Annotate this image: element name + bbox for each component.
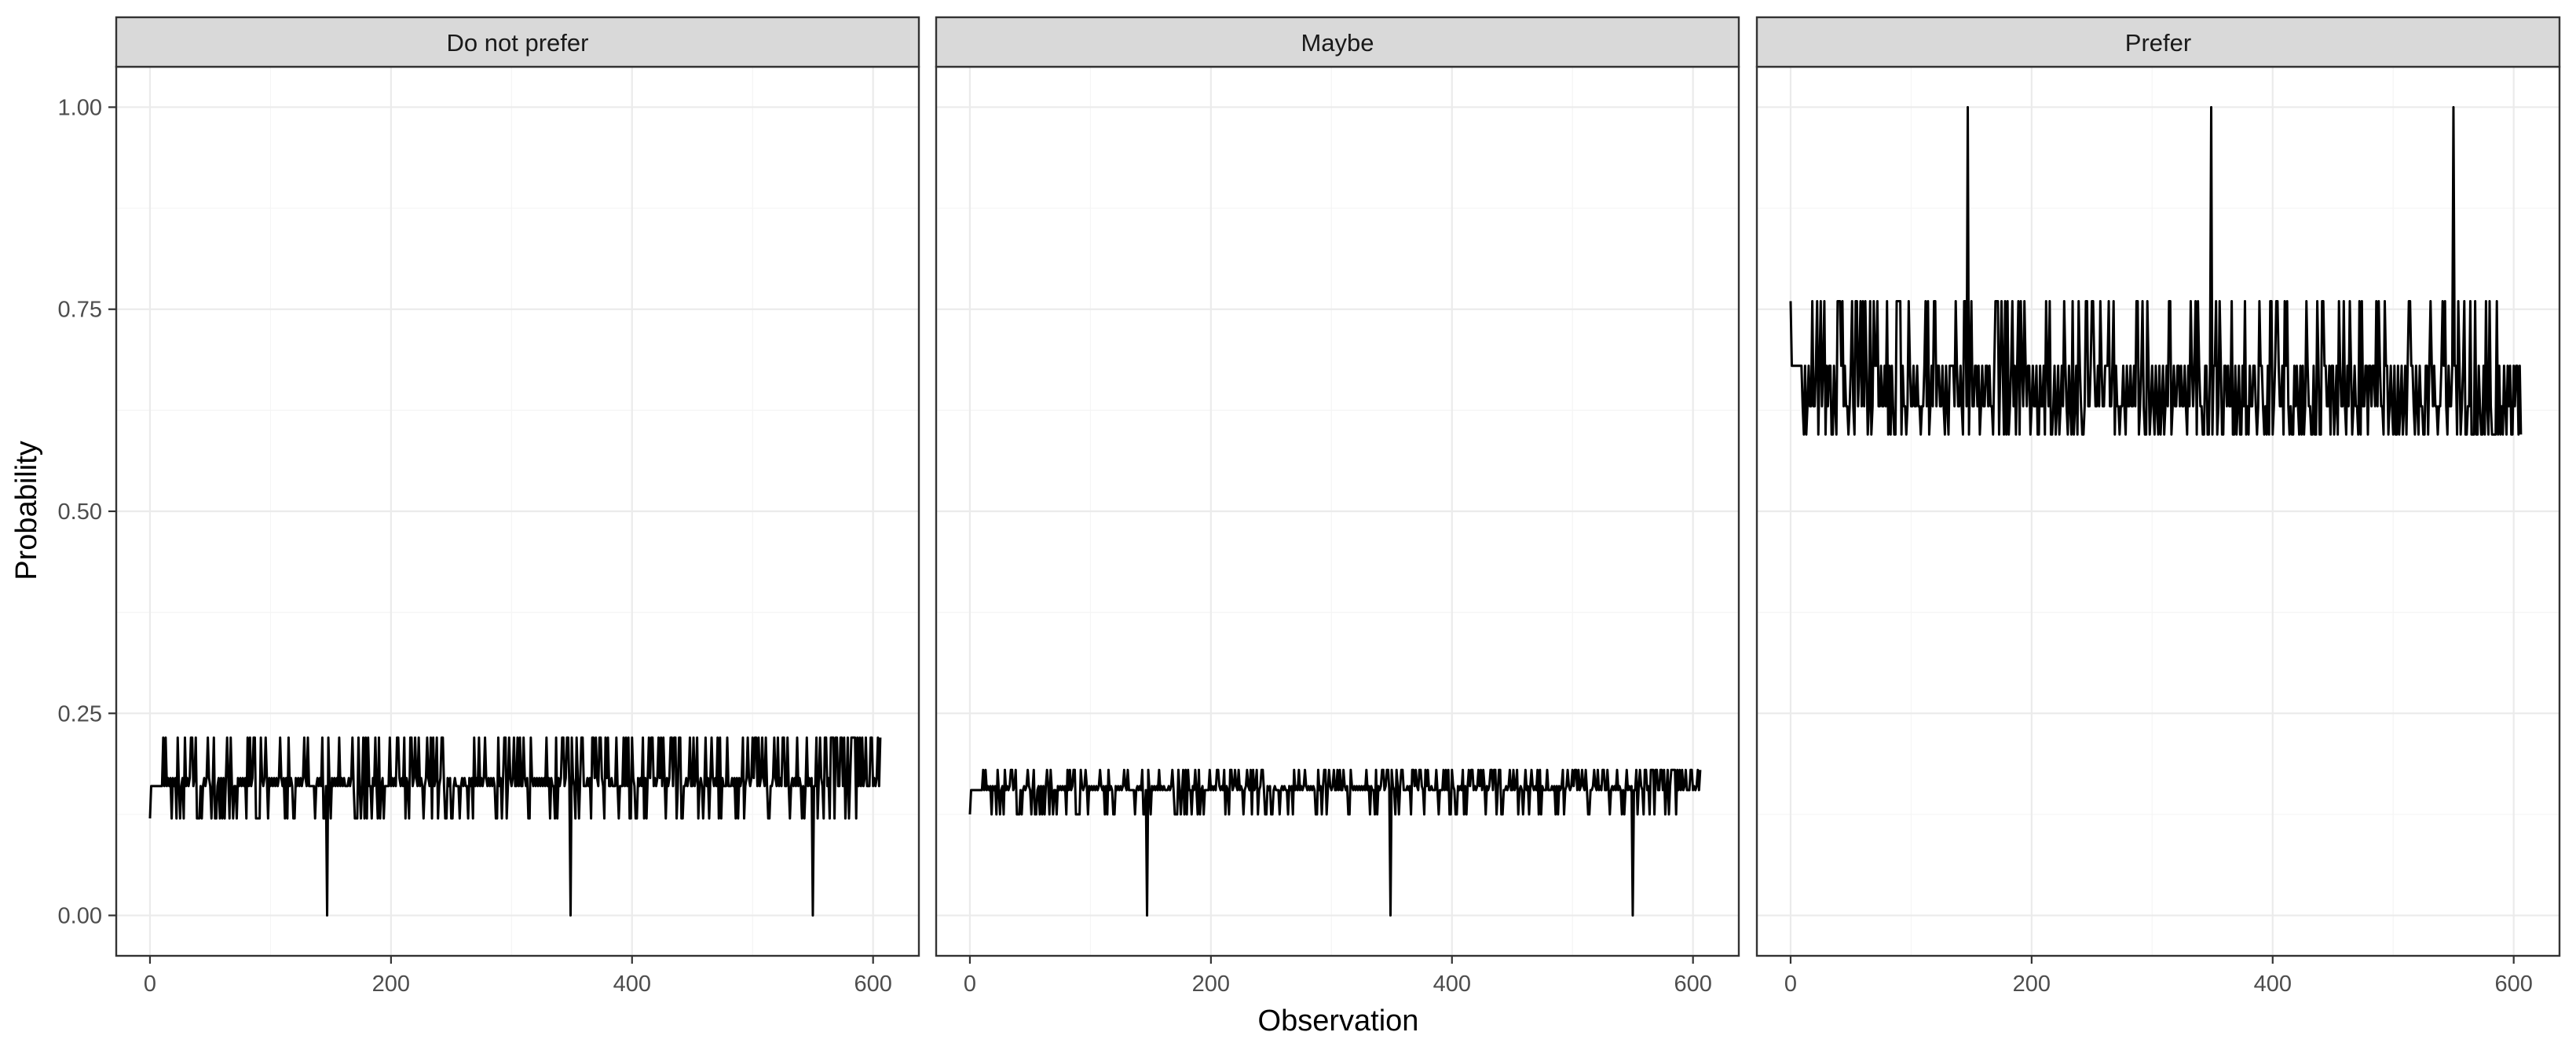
facet-strip-label: Maybe — [1301, 29, 1374, 57]
y-tick-label: 0.50 — [58, 500, 102, 525]
x-tick-label: 400 — [613, 972, 651, 997]
x-tick-label: 200 — [2013, 972, 2051, 997]
y-tick-label: 0.25 — [58, 701, 102, 726]
axis-layer: Observation Probability — [10, 441, 1418, 1038]
x-tick-label: 600 — [1674, 972, 1711, 997]
x-tick-label: 200 — [1192, 972, 1230, 997]
facet-strip — [1755, 16, 2561, 68]
panel-do-not-prefer: Do not prefer 0 200 400 600 0.00 0.25 0.50 0.75 1… — [58, 16, 920, 997]
facet-strip-label: Do not prefer — [447, 29, 589, 57]
x-tick-label: 200 — [372, 972, 410, 997]
y-tick-label: 0.75 — [58, 298, 102, 323]
panel-prefer: Prefer 0 200 400 600 — [1755, 16, 2561, 997]
panels-layer: Do not prefer 0 200 400 600 0.00 0.25 0.50 0.75 1… — [58, 16, 2561, 997]
y-tick-label: 1.00 — [58, 95, 102, 120]
series-line-do-not-prefer — [148, 736, 882, 917]
x-tick-label: 0 — [1784, 972, 1797, 997]
x-tick-label: 400 — [2254, 972, 2292, 997]
x-tick-label: 0 — [144, 972, 156, 997]
x-tick-label: 600 — [2494, 972, 2532, 997]
y-axis-title: Probability — [10, 441, 43, 580]
panel-maybe: Maybe 0 200 400 600 — [935, 16, 1740, 997]
y-tick-label: 0.00 — [58, 904, 102, 929]
facet-strip — [115, 16, 920, 68]
facet-strip-label: Prefer — [2125, 29, 2191, 57]
series-line-prefer — [1789, 105, 2523, 436]
x-tick-label: 0 — [964, 972, 976, 997]
facet-strip — [935, 16, 1740, 68]
x-tick-label: 400 — [1433, 972, 1471, 997]
x-tick-label: 600 — [854, 972, 891, 997]
series-line-maybe — [968, 768, 1702, 917]
x-axis-title: Observation — [1258, 1005, 1419, 1038]
